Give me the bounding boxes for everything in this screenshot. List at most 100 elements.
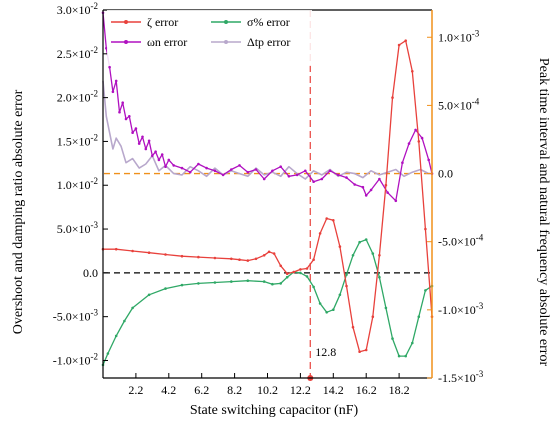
series-point-zeta: [312, 258, 315, 262]
series-point-zeta: [238, 258, 241, 262]
series-point-omega: [353, 183, 357, 186]
series-point-zeta: [131, 249, 134, 253]
series-point-zeta: [147, 251, 151, 254]
y-left-tick-label: 1.0×10-2: [57, 176, 98, 192]
series-point-sigma: [345, 273, 348, 276]
series-point-sigma: [312, 285, 315, 289]
series-point-sigma: [391, 337, 394, 340]
series-point-omega: [124, 117, 128, 121]
series-point-omega: [271, 169, 274, 173]
series-point-sigma: [285, 275, 289, 279]
series-point-zeta: [397, 43, 401, 47]
y-left-tick-label: -1.0×10-2: [53, 351, 98, 367]
series-point-sigma: [424, 289, 427, 292]
series-point-zeta: [213, 256, 217, 260]
y-left-tick-label: 2.0×10-2: [57, 89, 98, 105]
series-point-zeta: [378, 254, 381, 257]
x-tick-label: 6.2: [194, 383, 209, 397]
series-point-sigma: [213, 281, 217, 284]
series-point-sigma: [230, 280, 233, 283]
series-point-zeta: [391, 96, 394, 99]
series-point-sigma: [271, 282, 274, 286]
series-point-omega: [172, 164, 175, 167]
series-point-sigma: [180, 283, 184, 287]
series-point-zeta: [272, 252, 276, 255]
series-point-sigma: [338, 293, 342, 297]
series-point-omega: [134, 127, 138, 130]
series-point-omega: [128, 115, 131, 118]
series-point-omega: [320, 177, 324, 181]
series-point-omega: [364, 194, 368, 197]
legend-background: [107, 10, 312, 66]
series-point-zeta: [424, 227, 427, 231]
x-axis-title: State switching capacitor (nF): [190, 403, 359, 418]
legend-swatch-marker: [224, 20, 228, 24]
series-point-sigma: [305, 275, 309, 278]
series-point-omega: [197, 162, 200, 166]
y-left-tick-label: 5.0×10-3: [57, 220, 99, 236]
series-line-zeta: [103, 40, 433, 353]
series-point-omega: [131, 131, 134, 134]
y-right-tick-label: -1.0×10-3: [438, 301, 484, 317]
y-left-tick-label: 1.5×10-2: [57, 132, 98, 148]
series-point-omega: [144, 147, 148, 151]
series-point-omega: [154, 150, 157, 153]
x-tick-label: 18.2: [389, 383, 410, 397]
series-point-zeta: [364, 348, 368, 352]
y-right-tick-label: -5.0×10-4: [438, 233, 484, 249]
series-point-zeta: [371, 315, 375, 319]
series-point-zeta: [345, 284, 348, 288]
x-tick-label: 14.2: [323, 383, 344, 397]
series-point-sigma: [131, 306, 134, 310]
series-point-sigma: [246, 279, 250, 283]
series-point-zeta: [114, 247, 118, 251]
series-point-omega: [345, 176, 348, 179]
series-point-omega: [312, 180, 315, 183]
series-line-dtp: [102, 80, 432, 180]
x-tick-label: 2.2: [128, 383, 143, 397]
series-point-omega: [108, 65, 111, 69]
axes-layer: 2.2 4.2 6.2 8.2 10.2 12.2 14.2 16.2 18.2 -1.0×10-…: [53, 1, 484, 397]
series-point-omega: [336, 173, 340, 177]
series-point-zeta: [292, 270, 296, 274]
series-point-zeta: [305, 267, 309, 270]
series-point-omega: [105, 46, 108, 50]
series-point-omega: [420, 136, 424, 140]
series-point-sigma: [279, 282, 283, 285]
series-point-sigma: [404, 354, 408, 358]
series-point-omega: [378, 177, 381, 181]
series-point-sigma: [411, 341, 414, 345]
legend-label: ωn error: [147, 35, 187, 49]
series-point-sigma: [417, 315, 421, 319]
series-point-zeta: [332, 219, 335, 222]
legend-swatch-marker: [124, 20, 128, 24]
legend-swatch-marker: [124, 40, 128, 44]
series-point-zeta: [246, 259, 250, 262]
series-point-omega: [111, 90, 115, 94]
x-tick-label: 8.2: [227, 383, 242, 397]
series-point-zeta: [318, 232, 322, 235]
series-point-sigma: [106, 352, 110, 355]
series-point-omega: [304, 169, 307, 173]
series-point-omega: [118, 110, 121, 114]
series-point-omega: [254, 168, 258, 171]
series-point-omega: [164, 165, 167, 168]
series-point-omega: [369, 188, 373, 192]
series-point-sigma: [351, 254, 355, 257]
x-tick-label: 4.2: [161, 383, 176, 397]
series-point-zeta: [197, 255, 200, 259]
series-point-omega: [205, 166, 208, 170]
legend-label: Δtp error: [247, 35, 290, 49]
series-point-omega: [401, 161, 404, 164]
y-left-tick-label: 2.5×10-2: [57, 45, 98, 61]
legend-label: ζ error: [147, 15, 178, 29]
legend-label: σ% error: [247, 15, 290, 29]
series-point-sigma: [197, 282, 200, 285]
series-point-omega: [262, 177, 266, 181]
series-point-sigma: [378, 275, 381, 279]
series-point-omega: [147, 139, 151, 143]
series-point-zeta: [351, 325, 355, 329]
series-point-sigma: [114, 334, 118, 338]
legend-swatch-marker: [224, 40, 228, 44]
